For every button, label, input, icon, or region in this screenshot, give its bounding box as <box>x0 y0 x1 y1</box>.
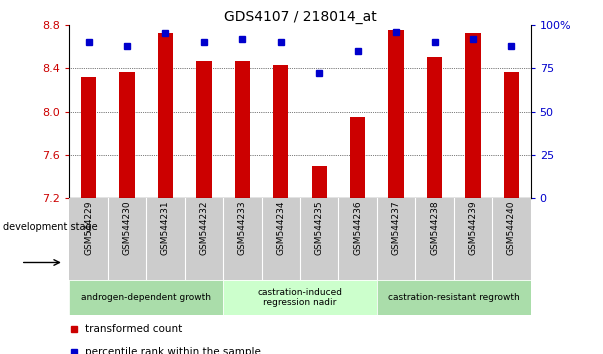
Text: GSM544237: GSM544237 <box>391 201 400 255</box>
Bar <box>466 33 481 198</box>
Text: transformed count: transformed count <box>86 324 183 334</box>
Bar <box>427 57 442 198</box>
Bar <box>377 280 531 315</box>
Text: GSM544232: GSM544232 <box>200 201 209 255</box>
Bar <box>235 61 250 198</box>
Bar <box>350 117 365 198</box>
Bar <box>273 65 288 198</box>
Text: GSM544229: GSM544229 <box>84 201 93 255</box>
Text: percentile rank within the sample: percentile rank within the sample <box>86 347 261 354</box>
Bar <box>119 73 134 198</box>
Text: castration-induced
regression nadir: castration-induced regression nadir <box>257 288 343 307</box>
Bar <box>388 30 404 198</box>
Bar <box>312 166 327 198</box>
Text: GSM544233: GSM544233 <box>238 201 247 255</box>
Text: GSM544230: GSM544230 <box>122 201 131 255</box>
Text: GSM544234: GSM544234 <box>276 201 285 255</box>
Title: GDS4107 / 218014_at: GDS4107 / 218014_at <box>224 10 376 24</box>
Bar <box>158 33 173 198</box>
Bar <box>69 280 223 315</box>
Bar <box>81 77 96 198</box>
Text: GSM544231: GSM544231 <box>161 201 170 255</box>
Text: development stage: development stage <box>4 222 98 233</box>
Bar <box>196 61 212 198</box>
Text: GSM544235: GSM544235 <box>315 201 324 255</box>
Bar <box>223 280 377 315</box>
Bar <box>504 73 519 198</box>
Text: androgen-dependent growth: androgen-dependent growth <box>81 293 211 302</box>
Text: GSM544236: GSM544236 <box>353 201 362 255</box>
Text: GSM544240: GSM544240 <box>507 201 516 255</box>
Text: castration-resistant regrowth: castration-resistant regrowth <box>388 293 520 302</box>
Text: GSM544238: GSM544238 <box>430 201 439 255</box>
Text: GSM544239: GSM544239 <box>469 201 478 255</box>
